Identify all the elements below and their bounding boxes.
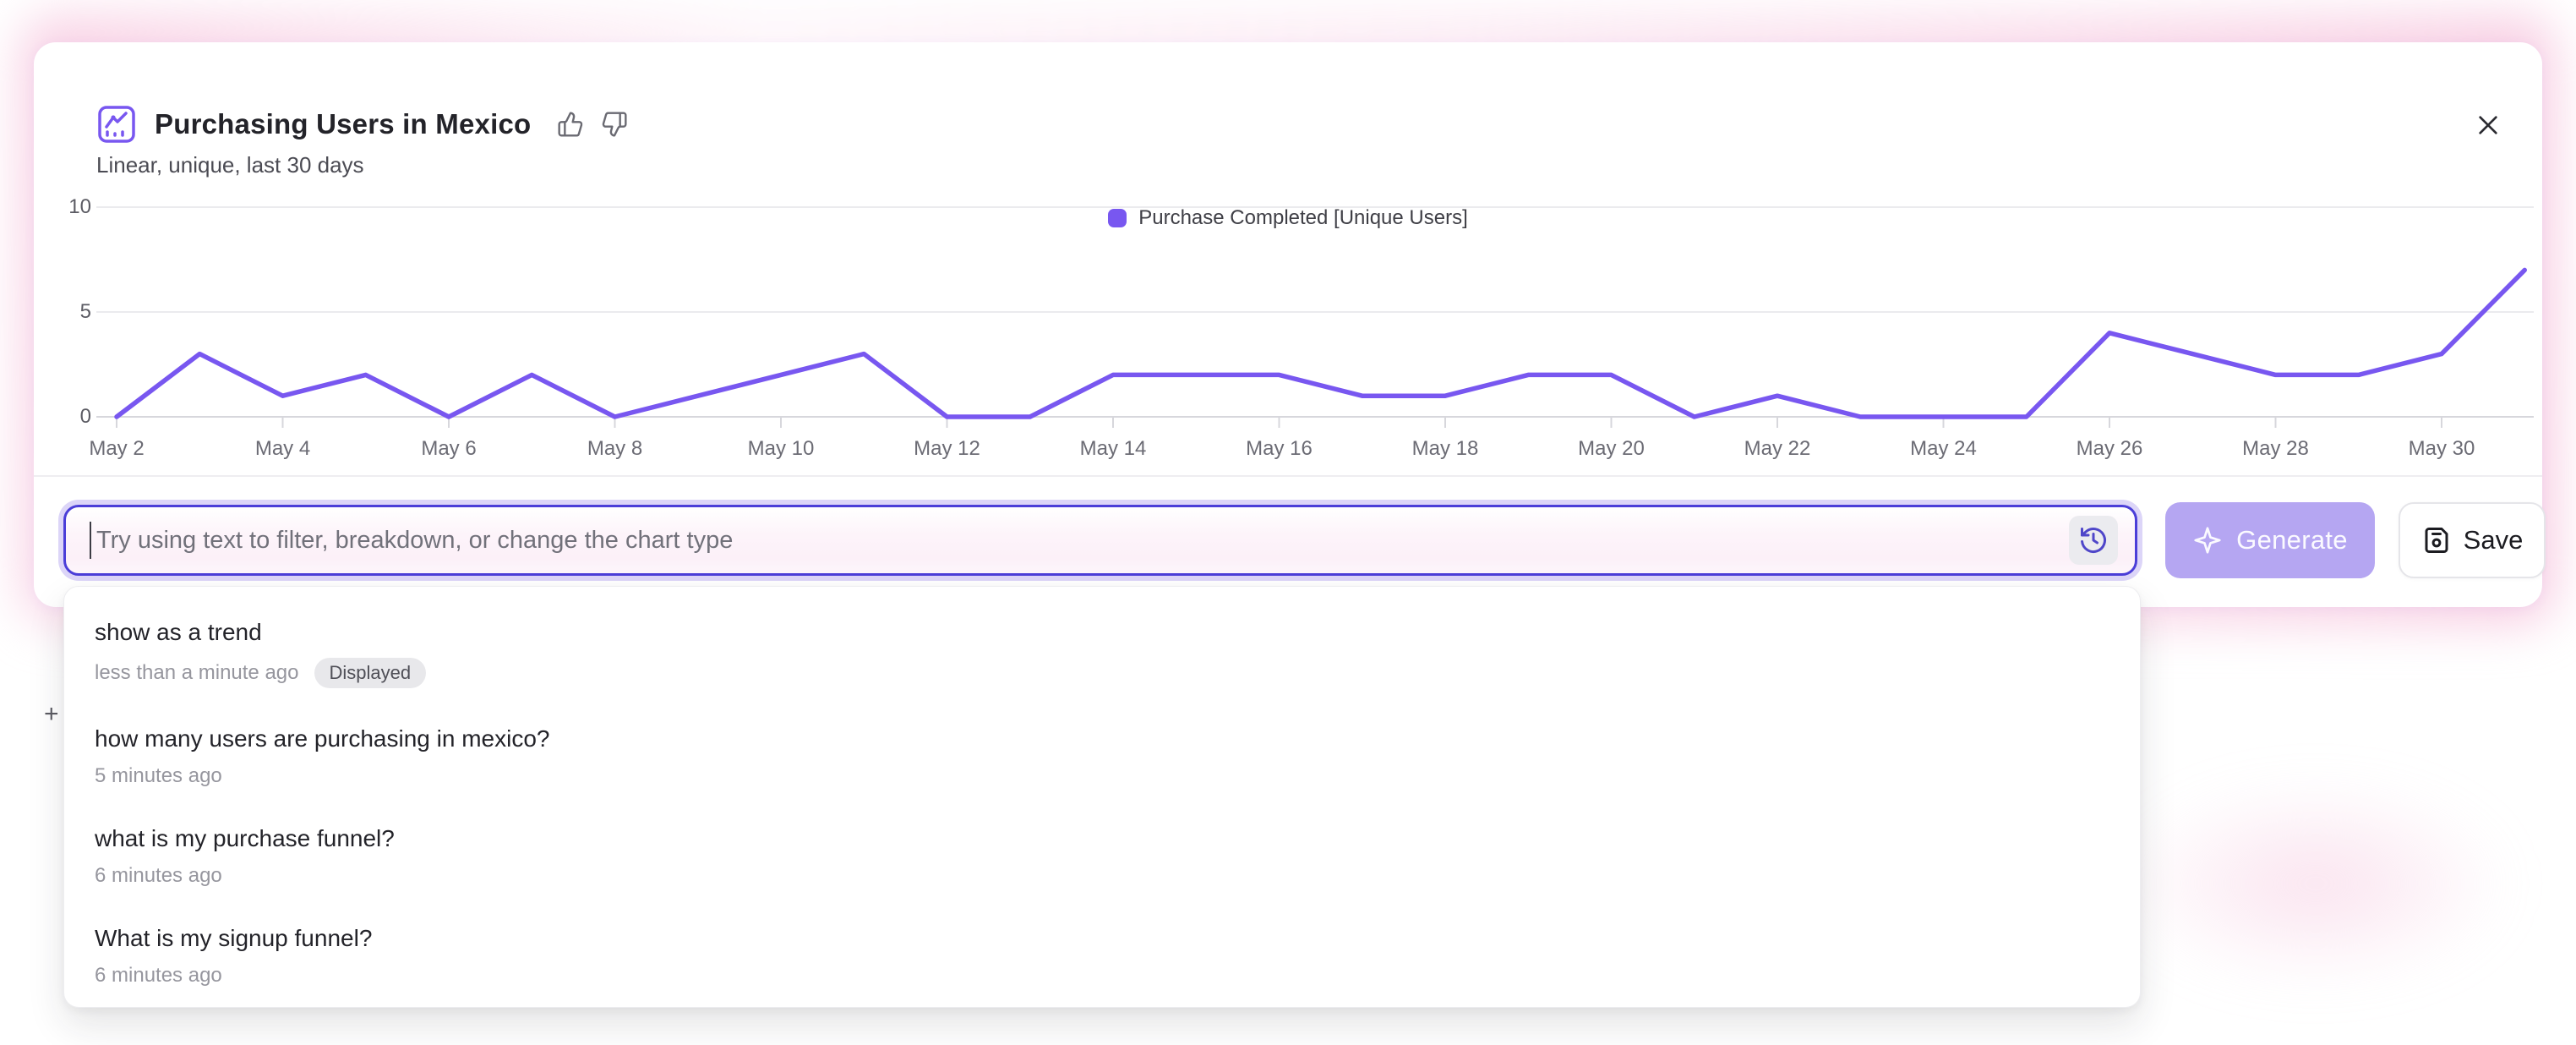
sparkle-icon <box>2194 527 2221 554</box>
history-item-time: 6 minutes ago <box>95 964 222 987</box>
history-item-2[interactable]: what is my purchase funnel? 6 minutes ago <box>64 807 2140 906</box>
feedback-buttons <box>556 110 629 139</box>
history-item-query: What is my signup funnel? <box>95 925 373 951</box>
save-button[interactable]: Save <box>2399 502 2546 578</box>
y-axis-label-0: 0 <box>79 405 91 428</box>
x-axis-label: May 22 <box>1744 437 1811 460</box>
save-label: Save <box>2463 525 2524 555</box>
ai-prompt-input[interactable]: Try using text to filter, breakdown, or … <box>63 505 2137 576</box>
y-axis-label-5: 5 <box>79 300 91 323</box>
history-item-meta: less than a minute ago Displayed <box>95 658 2109 688</box>
x-axis-label: May 2 <box>89 437 145 460</box>
history-item-1[interactable]: how many users are purchasing in mexico?… <box>64 707 2140 807</box>
x-axis-label: May 30 <box>2408 437 2475 460</box>
chart-subtitle: Linear, unique, last 30 days <box>96 152 364 178</box>
page-title: Purchasing Users in Mexico <box>155 108 532 140</box>
history-item-time: 5 minutes ago <box>95 764 222 787</box>
text-caret <box>90 522 91 559</box>
x-axis-label: May 20 <box>1578 437 1645 460</box>
x-axis-label: May 6 <box>421 437 477 460</box>
save-icon <box>2425 528 2448 553</box>
legend-label: Purchase Completed [Unique Users] <box>1138 206 1468 229</box>
card-footer-divider <box>34 475 2542 477</box>
line-chart: 0 5 10 May 2 May 4 May 6 May 8 May 10 May 12 May … <box>34 195 2542 520</box>
x-axis-label: May 12 <box>914 437 980 460</box>
series-line-Purchase Completed [Unique Users][interactable] <box>114 267 2527 419</box>
x-axis-label: May 16 <box>1246 437 1313 460</box>
displayed-badge: Displayed <box>314 658 427 688</box>
card-header: Purchasing Users in Mexico <box>97 105 629 144</box>
history-item-query: how many users are purchasing in mexico? <box>95 725 550 752</box>
cursor-plus-mark: + <box>44 700 59 728</box>
x-axis-label: May 26 <box>2076 437 2143 460</box>
history-item-query: show as a trend <box>95 619 262 645</box>
x-axis-label: May 18 <box>1411 437 1479 460</box>
close-icon[interactable] <box>2471 108 2505 142</box>
generate-button[interactable]: Generate <box>2165 502 2375 578</box>
history-item-query: what is my purchase funnel? <box>95 825 395 851</box>
chart-card: Purchasing Users in Mexico Linear, u <box>34 42 2546 607</box>
chart-canvas <box>96 206 2534 428</box>
prompt-history-dropdown: show as a trend less than a minute ago Dis… <box>63 586 2141 1008</box>
history-clock-icon <box>2081 528 2106 553</box>
x-axis-label: May 24 <box>1910 437 1977 460</box>
y-axis-label-10: 10 <box>68 195 91 218</box>
history-item-3[interactable]: What is my signup funnel? 6 minutes ago <box>64 906 2140 1006</box>
history-item-0[interactable]: show as a trend less than a minute ago Dis… <box>64 600 2140 707</box>
history-item-meta: 5 minutes ago <box>95 764 2109 788</box>
line-chart-icon <box>97 105 136 144</box>
generate-label: Generate <box>2236 525 2348 555</box>
prompt-placeholder: Try using text to filter, breakdown, or … <box>96 526 734 554</box>
prompt-input-halo: Try using text to filter, breakdown, or … <box>58 500 2142 581</box>
thumbs-up-icon[interactable] <box>556 110 585 139</box>
thumbs-down-icon[interactable] <box>600 110 629 139</box>
history-button[interactable] <box>2069 516 2118 565</box>
chart-legend[interactable]: Purchase Completed [Unique Users] <box>34 206 2542 230</box>
x-axis-label: May 28 <box>2242 437 2309 460</box>
x-axis-label: May 4 <box>254 437 311 460</box>
history-item-meta: 6 minutes ago <box>95 864 2109 888</box>
history-item-time: less than a minute ago <box>95 661 299 684</box>
x-axis-label: May 10 <box>747 437 815 460</box>
history-item-time: 6 minutes ago <box>95 864 222 887</box>
history-item-meta: 6 minutes ago <box>95 964 2109 988</box>
x-axis-label: May 14 <box>1079 437 1147 460</box>
legend-swatch <box>1108 209 1127 227</box>
x-axis-label: May 8 <box>587 437 643 460</box>
